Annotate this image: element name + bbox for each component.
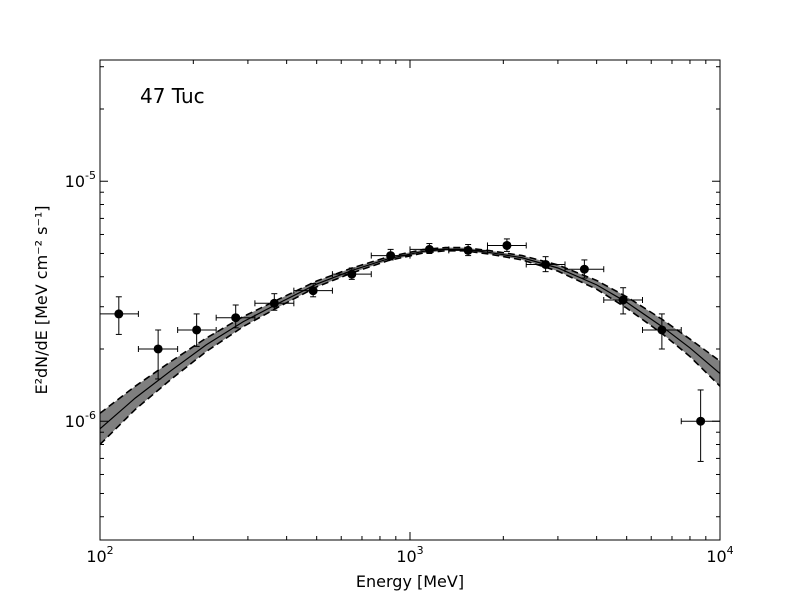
- y-tick-label: 10-5: [65, 169, 96, 191]
- x-axis-label: Energy [MeV]: [356, 572, 464, 591]
- data-point-marker: [308, 286, 318, 296]
- data-point-8: [370, 248, 411, 261]
- x-tick-label: 102: [86, 544, 113, 566]
- data-point-6: [293, 282, 333, 298]
- band-lower-edge: [100, 250, 720, 446]
- data-point-9: [409, 243, 450, 254]
- data-point-14: [603, 287, 643, 315]
- data-point-3: [177, 313, 217, 347]
- y-axis-label: E²dN/dE [MeV cm⁻² s⁻¹]: [32, 205, 51, 394]
- data-point-marker: [618, 295, 628, 305]
- data-point-4: [215, 304, 256, 329]
- data-point-5: [254, 293, 295, 311]
- data-point-10: [448, 244, 488, 257]
- data-point-marker: [192, 325, 202, 335]
- data-point-2: [137, 329, 179, 380]
- data-points-layer: [99, 238, 721, 462]
- data-point-15: [641, 313, 682, 350]
- data-point-marker: [541, 259, 551, 269]
- y-tick-label: 10-6: [65, 409, 96, 431]
- axis-tick-labels: 102 103 104 10-6 10-5: [65, 169, 734, 566]
- data-point-marker: [347, 269, 357, 279]
- data-point-marker: [269, 298, 279, 308]
- data-point-marker: [231, 313, 241, 323]
- axis-ticks: [99, 60, 721, 540]
- data-point-12: [525, 256, 566, 273]
- data-point-marker: [696, 416, 706, 426]
- data-point-11: [486, 238, 527, 252]
- data-point-7: [331, 267, 372, 280]
- data-point-marker: [657, 325, 667, 335]
- data-point-marker: [463, 245, 473, 255]
- data-point-13: [564, 259, 605, 279]
- source-annotation: 47 Tuc: [140, 84, 205, 108]
- data-point-marker: [502, 240, 512, 250]
- data-point-marker: [386, 251, 396, 261]
- data-point-1: [99, 296, 139, 335]
- x-tick-label: 103: [396, 544, 423, 566]
- x-tick-label: 104: [706, 544, 733, 566]
- data-point-marker: [424, 244, 434, 254]
- data-point-marker: [579, 264, 589, 274]
- band-upper-edge: [100, 246, 720, 414]
- data-point-marker: [114, 309, 124, 319]
- data-point-marker: [153, 344, 163, 354]
